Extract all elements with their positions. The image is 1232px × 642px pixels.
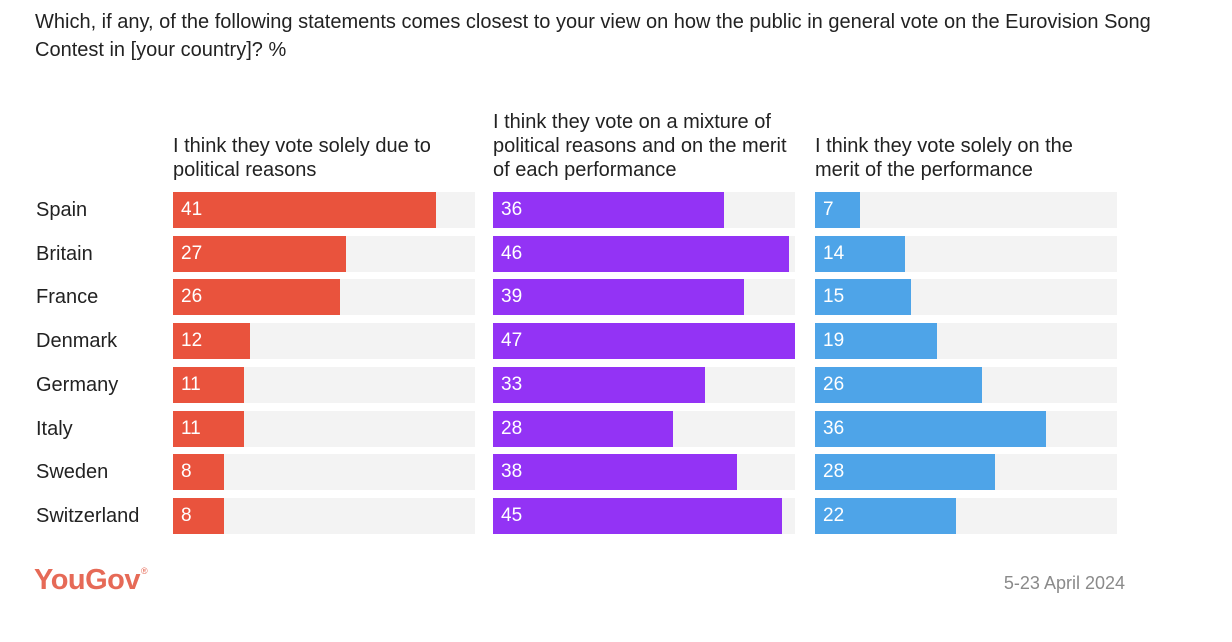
bar-switzerland-series-2: 45	[493, 498, 782, 534]
bar-value-label: 26	[823, 374, 845, 395]
bar-sweden-series-1: 8	[173, 454, 224, 490]
bar-track: 26	[815, 367, 1117, 403]
bar-denmark-series-2: 47	[493, 323, 795, 359]
row-label-france: France	[36, 286, 99, 308]
bar-sweden-series-2: 38	[493, 454, 737, 490]
bar-britain-series-2: 46	[493, 236, 789, 272]
bar-track: 19	[815, 323, 1117, 359]
row-label-switzerland: Switzerland	[36, 505, 140, 527]
bar-value-label: 38	[501, 461, 523, 482]
bar-track: 22	[815, 498, 1117, 534]
column-header-2: I think they vote on a mixture of politi…	[493, 86, 793, 182]
bar-germany-series-1: 11	[173, 367, 244, 403]
bar-value-label: 39	[501, 286, 523, 307]
bar-germany-series-2: 33	[493, 367, 705, 403]
column-header-1: I think they vote solely due to politica…	[173, 86, 473, 182]
bar-italy-series-2: 28	[493, 411, 673, 447]
bar-track: 36	[815, 411, 1117, 447]
bar-track: 39	[493, 279, 795, 315]
bar-value-label: 26	[181, 286, 203, 307]
bar-value-label: 41	[181, 199, 203, 220]
column-header-text: I think they vote on a mixture of politi…	[493, 111, 787, 181]
column-header-text: I think they vote solely on the merit of…	[815, 135, 1073, 181]
yougov-logo: YouGov®	[34, 564, 148, 597]
bar-value-label: 8	[181, 461, 192, 482]
bar-track: 8	[173, 454, 475, 490]
bar-value-label: 14	[823, 243, 845, 264]
row-label-spain: Spain	[36, 199, 88, 221]
bar-track: 38	[493, 454, 795, 490]
bar-track: 45	[493, 498, 795, 534]
row-label-britain: Britain	[36, 243, 93, 265]
bar-france-series-1: 26	[173, 279, 340, 315]
row-label-italy: Italy	[36, 418, 73, 440]
bar-britain-series-3: 14	[815, 236, 905, 272]
row-label-germany: Germany	[36, 374, 119, 396]
bar-spain-series-3: 7	[815, 192, 860, 228]
bar-track: 47	[493, 323, 795, 359]
bar-value-label: 7	[823, 199, 834, 220]
bar-value-label: 36	[501, 199, 523, 220]
logo-text: YouGov	[34, 564, 141, 596]
bar-switzerland-series-3: 22	[815, 498, 956, 534]
bar-value-label: 28	[501, 418, 523, 439]
bar-value-label: 47	[501, 330, 523, 351]
bar-france-series-2: 39	[493, 279, 744, 315]
survey-date: 5-23 April 2024	[1003, 573, 1125, 593]
bar-track: 41	[173, 192, 475, 228]
bar-track: 28	[493, 411, 795, 447]
bar-value-label: 45	[501, 505, 523, 526]
bar-value-label: 8	[181, 505, 192, 526]
bar-value-label: 15	[823, 286, 845, 307]
bar-track: 15	[815, 279, 1117, 315]
bar-value-label: 46	[501, 243, 523, 264]
bar-denmark-series-3: 19	[815, 323, 937, 359]
chart-title: Which, if any, of the following statemen…	[35, 11, 1151, 61]
bar-value-label: 11	[181, 418, 201, 439]
bar-value-label: 28	[823, 461, 845, 482]
bar-italy-series-1: 11	[173, 411, 244, 447]
bar-track: 26	[173, 279, 475, 315]
bar-germany-series-3: 26	[815, 367, 982, 403]
bar-value-label: 27	[181, 243, 203, 264]
bar-value-label: 22	[823, 505, 845, 526]
bar-value-label: 11	[181, 374, 201, 395]
bar-track: 36	[493, 192, 795, 228]
bar-value-label: 12	[181, 330, 203, 351]
bar-track: 12	[173, 323, 475, 359]
bar-track: 28	[815, 454, 1117, 490]
column-header-text: I think they vote solely due to politica…	[173, 135, 431, 181]
row-label-sweden: Sweden	[36, 461, 109, 483]
bar-track: 8	[173, 498, 475, 534]
column-header-3: I think they vote solely on the merit of…	[815, 86, 1115, 182]
bar-sweden-series-3: 28	[815, 454, 995, 490]
bar-spain-series-2: 36	[493, 192, 724, 228]
bar-value-label: 19	[823, 330, 845, 351]
bar-track: 11	[173, 411, 475, 447]
row-label-denmark: Denmark	[36, 330, 118, 352]
bar-track: 46	[493, 236, 795, 272]
bar-track: 7	[815, 192, 1117, 228]
bar-value-label: 33	[501, 374, 523, 395]
bar-italy-series-3: 36	[815, 411, 1046, 447]
bar-track: 27	[173, 236, 475, 272]
bar-denmark-series-1: 12	[173, 323, 250, 359]
bar-france-series-3: 15	[815, 279, 911, 315]
bar-track: 14	[815, 236, 1117, 272]
bar-britain-series-1: 27	[173, 236, 346, 272]
bar-track: 11	[173, 367, 475, 403]
bar-spain-series-1: 41	[173, 192, 436, 228]
bar-track: 33	[493, 367, 795, 403]
bar-value-label: 36	[823, 418, 845, 439]
bar-switzerland-series-1: 8	[173, 498, 224, 534]
registered-mark: ®	[141, 566, 148, 576]
